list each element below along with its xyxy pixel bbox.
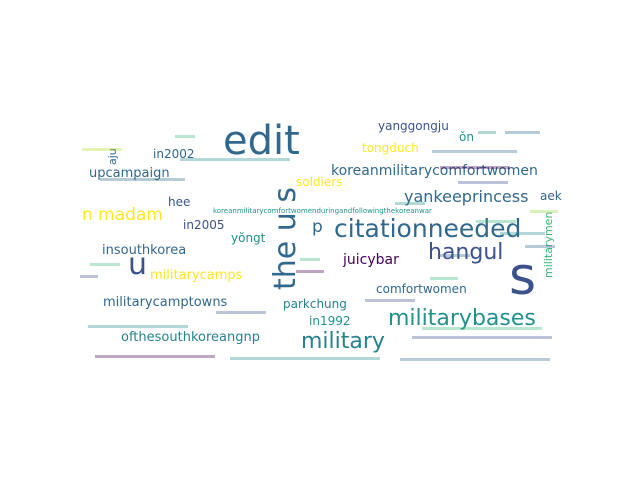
tiny-word xyxy=(476,220,516,223)
tiny-word xyxy=(365,299,415,302)
word-in2002: in2002 xyxy=(153,147,195,161)
tiny-word xyxy=(90,263,120,266)
tiny-word xyxy=(395,202,425,205)
tiny-word xyxy=(432,150,517,153)
word-aek: aek xyxy=(540,189,562,203)
tiny-word xyxy=(95,355,215,358)
word-parkchung: parkchung xyxy=(283,297,347,311)
tiny-word xyxy=(300,258,320,261)
word-insouthkorea: insouthkorea xyxy=(102,243,187,258)
tiny-word xyxy=(422,327,542,330)
tiny-word xyxy=(100,178,185,181)
word-on: ŏn xyxy=(459,130,474,144)
word-hangul: hangul xyxy=(428,240,504,265)
tiny-word xyxy=(430,277,458,280)
word-in2005: in2005 xyxy=(183,218,225,232)
tiny-word xyxy=(412,336,552,339)
tiny-word xyxy=(88,325,188,328)
tiny-word xyxy=(500,232,545,235)
word-citationneeded: citationneeded xyxy=(334,214,522,243)
tiny-word xyxy=(175,135,195,138)
tiny-word xyxy=(296,270,324,273)
word-juicybar: juicybar xyxy=(343,252,399,268)
word-military: military xyxy=(301,329,385,354)
word-n-madam: n madam xyxy=(82,205,163,225)
word-militarybases: militarybases xyxy=(388,306,536,331)
tiny-word xyxy=(180,158,290,161)
tiny-word xyxy=(216,311,266,314)
word-comfortwomen: comfortwomen xyxy=(376,282,467,296)
tiny-word xyxy=(82,148,122,151)
word-s: s xyxy=(509,247,537,307)
tiny-word xyxy=(80,275,98,278)
word-koreanmilitarycomfortwomenduringandfollowingthekoreanwar: koreanmilitarycomfortwomenduringandfollo… xyxy=(213,207,432,215)
word-u: u xyxy=(128,247,148,282)
word-yanggongju: yanggongju xyxy=(378,119,449,133)
word-militarycamptowns: militarycamptowns xyxy=(103,295,228,310)
tiny-word xyxy=(230,357,380,360)
tiny-word xyxy=(400,358,550,361)
tiny-word xyxy=(440,254,470,257)
tiny-word xyxy=(458,181,508,184)
word-yankeeprincess: yankeeprincess xyxy=(404,187,529,206)
word-soldiers: soldiers xyxy=(296,175,343,189)
tiny-word xyxy=(530,210,558,213)
word-upcampaign: upcampaign xyxy=(89,166,170,181)
tiny-word xyxy=(440,166,510,169)
word-koreanmilitarycomfortwomen: koreanmilitarycomfortwomen xyxy=(331,163,538,179)
word-hee: hee xyxy=(168,195,191,209)
tiny-word xyxy=(505,131,540,134)
tiny-word xyxy=(525,245,555,248)
word-tongduch: tongduch xyxy=(362,141,419,155)
tiny-word xyxy=(478,131,496,134)
word-militarycamps: militarycamps xyxy=(150,268,243,283)
word-the-u-s: the u s xyxy=(268,187,303,290)
word-yongt: yŏngt xyxy=(231,231,266,245)
word-ofthesouthkoreangnp: ofthesouthkoreangnp xyxy=(121,330,260,345)
word-in1992: in1992 xyxy=(309,314,351,328)
word-edit: edit xyxy=(223,118,300,164)
word-p: p xyxy=(312,217,323,237)
